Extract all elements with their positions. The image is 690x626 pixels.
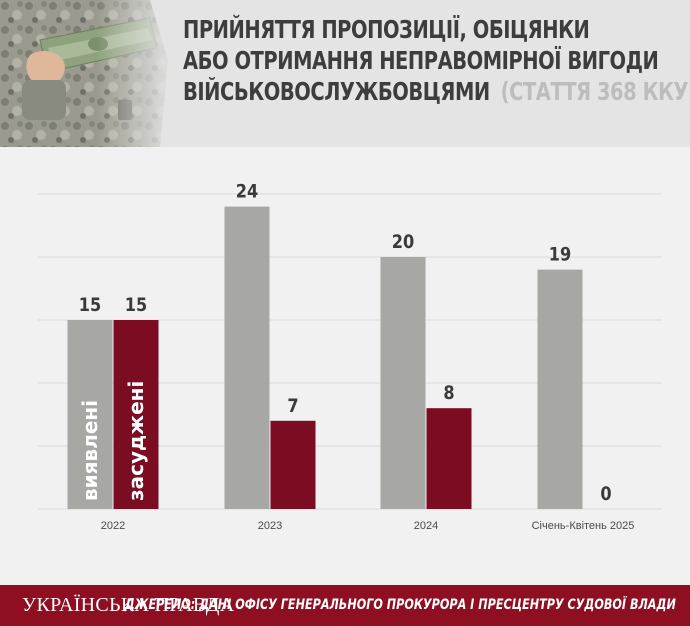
data-label: 24 <box>236 181 258 203</box>
soldier-holding-money-photo <box>0 0 175 147</box>
legend-label-detected: виявлені <box>78 400 102 501</box>
bar-convicted <box>113 320 159 509</box>
x-tick-label: 2023 <box>258 520 282 532</box>
bar-convicted <box>270 420 316 509</box>
data-label: 7 <box>287 396 298 418</box>
data-label: 19 <box>549 244 571 266</box>
data-label: 15 <box>79 295 101 317</box>
chart-title: ПРИЙНЯТТЯ ПРОПОЗИЦІЇ, ОБІЦЯНКИ АБО ОТРИМ… <box>183 14 690 107</box>
x-tick-label: Січень-Квітень 2025 <box>532 520 635 532</box>
footer: УКРАЇНСЬКА ПРАВДА ДЖЕРЕЛО: ДАНІ ОФІСУ ГЕ… <box>0 585 690 626</box>
legend-label-convicted: засуджені <box>124 381 148 501</box>
bar-detected <box>537 269 583 509</box>
chart-area: 15 15 2022 24 7 2023 20 8 2024 19 0 Січень-Квітень … <box>0 147 690 585</box>
x-tick-label: 2022 <box>101 520 125 532</box>
bar-detected <box>380 257 426 509</box>
title-line-3-text: ВІЙСЬКОВОСЛУЖБОВЦЯМИ <box>183 77 490 106</box>
brand-logo-text: УКРАЇНСЬКА ПРАВДА <box>22 594 235 616</box>
soldier-holding-money-illustration <box>0 0 175 147</box>
source-note: ДЖЕРЕЛО: ДАНІ ОФІСУ ГЕНЕРАЛЬНОГО ПРОКУРО… <box>124 597 676 613</box>
title-article-note: (СТАТТЯ 368 ККУ) <box>500 77 690 106</box>
data-label: 8 <box>443 383 454 405</box>
bar-convicted <box>426 408 472 509</box>
header: ПРИЙНЯТТЯ ПРОПОЗИЦІЇ, ОБІЦЯНКИ АБО ОТРИМ… <box>0 0 690 147</box>
bar-detected <box>224 206 270 509</box>
data-label: 20 <box>392 232 414 254</box>
title-line-1: ПРИЙНЯТТЯ ПРОПОЗИЦІЇ, ОБІЦЯНКИ <box>183 15 590 44</box>
data-label: 15 <box>125 295 147 317</box>
bar-chart: 15 15 2022 24 7 2023 20 8 2024 19 0 Січень-Квітень … <box>38 181 662 532</box>
bar-detected <box>67 320 113 509</box>
x-tick-label: 2024 <box>414 520 438 532</box>
data-label: 0 <box>600 484 611 506</box>
title-line-2: АБО ОТРИМАННЯ НЕПРАВОМІРНОЇ ВИГОДИ <box>183 46 659 75</box>
title-line-3: ВІЙСЬКОВОСЛУЖБОВЦЯМИ (СТАТТЯ 368 ККУ) <box>183 76 690 107</box>
